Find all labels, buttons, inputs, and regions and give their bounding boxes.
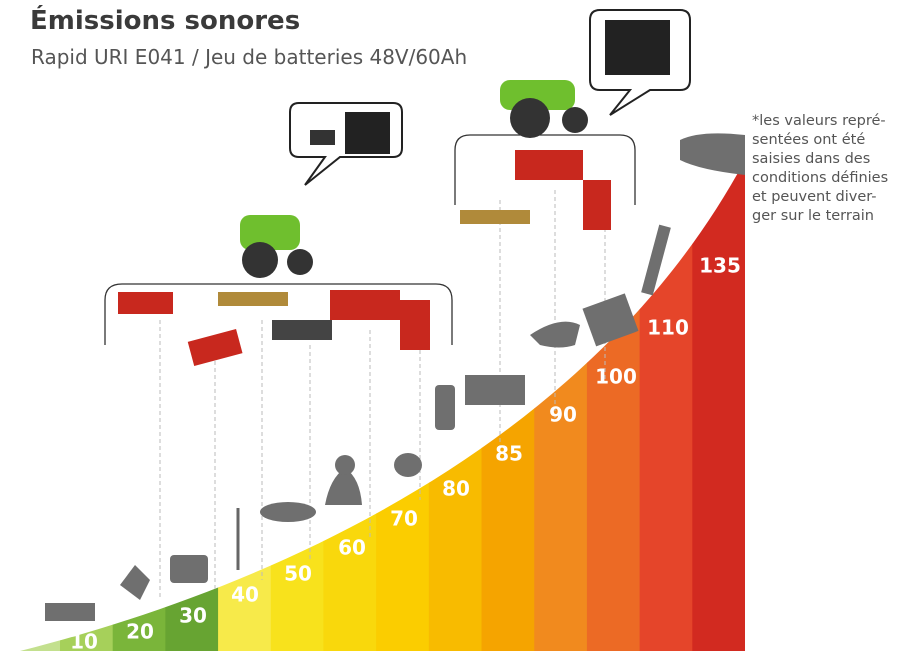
level-label: 70 <box>390 507 418 531</box>
level-label: 80 <box>442 477 470 501</box>
note-line: ger sur le terrain <box>752 207 888 226</box>
column <box>113 0 166 651</box>
level-label: 110 <box>647 316 689 340</box>
level-label: 50 <box>284 562 312 586</box>
level-label: 30 <box>179 604 207 628</box>
note-line: *les valeurs repré- <box>752 112 888 131</box>
level-label: 135 <box>699 254 741 278</box>
column <box>218 0 271 651</box>
column <box>429 0 482 651</box>
subtitle: Rapid URI E041 / Jeu de batteries 48V/60… <box>31 45 467 69</box>
column <box>692 0 745 651</box>
note-line: sentées ont été <box>752 131 888 150</box>
level-label: 10 <box>70 630 98 651</box>
title: Émissions sonores <box>30 6 300 36</box>
note-line: et peuvent diver- <box>752 188 888 207</box>
column <box>0 0 60 651</box>
scale-graphic: 10 20 30 40 50 60 70 80 85 90 100 110 135 <box>0 0 923 651</box>
level-label: 60 <box>338 536 366 560</box>
page: 10 20 30 40 50 60 70 80 85 90 100 110 135 Émissions … <box>0 0 923 651</box>
note-line: conditions définies <box>752 169 888 188</box>
note-line: saisies dans des <box>752 150 888 169</box>
column <box>165 0 218 651</box>
level-label: 100 <box>595 365 637 389</box>
level-label: 20 <box>126 620 154 644</box>
level-label: 85 <box>495 442 523 466</box>
level-label: 90 <box>549 403 577 427</box>
speech-bubbles <box>290 10 690 185</box>
level-label: 40 <box>231 583 259 607</box>
